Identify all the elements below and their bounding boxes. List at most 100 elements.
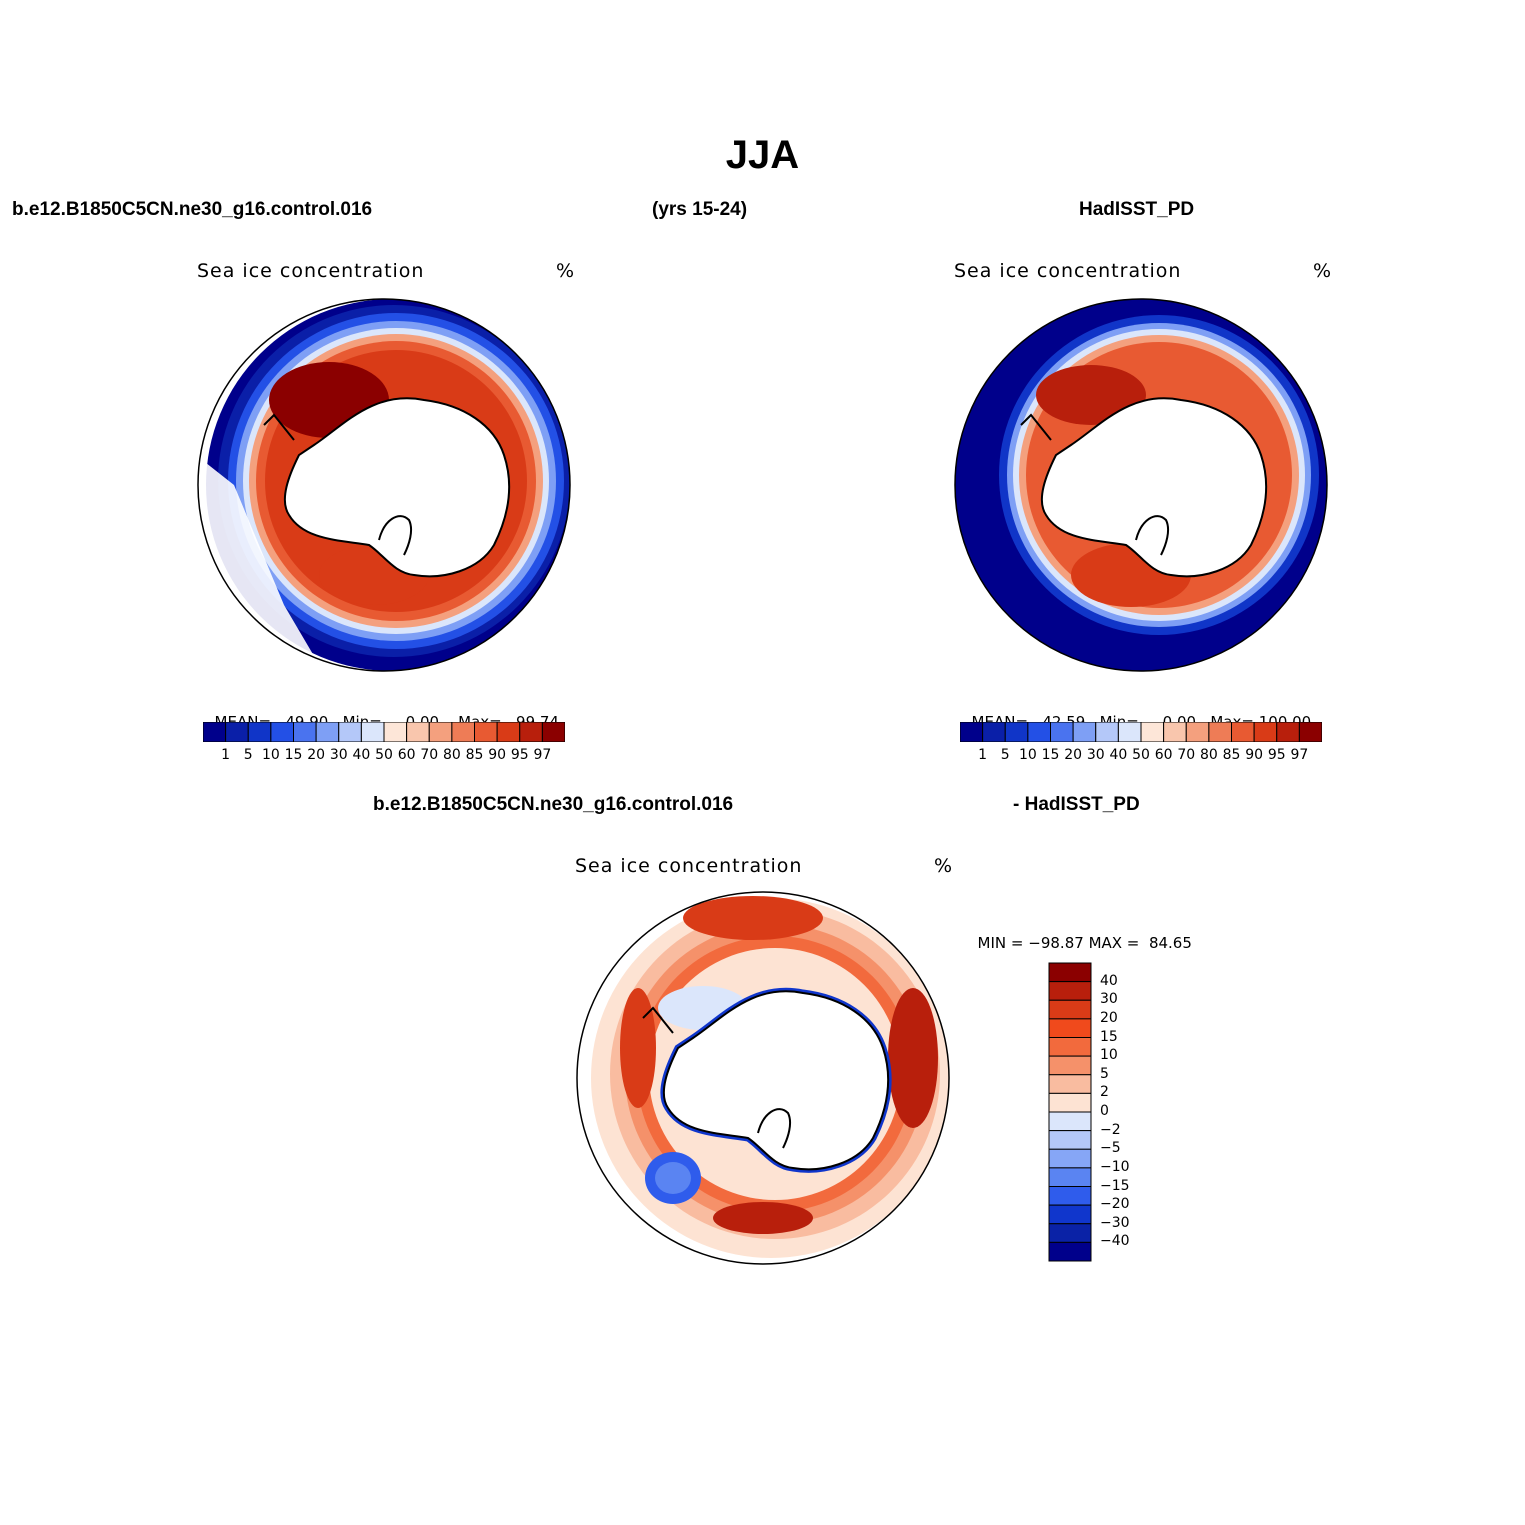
antarctica-outline bbox=[662, 990, 890, 1171]
panel3-max: 84.65 bbox=[1148, 934, 1192, 952]
years-header: (yrs 15-24) bbox=[652, 199, 748, 220]
panel1-polar-map bbox=[197, 298, 571, 672]
panel3-stats: MIN = −98.87 MAX = 84.65 bbox=[968, 916, 1192, 952]
colorbar-swatch bbox=[1048, 1092, 1092, 1113]
colorbar-tick-label: 60 bbox=[397, 747, 416, 763]
colorbar-tick-label: −2 bbox=[1100, 1121, 1121, 1138]
colorbar-swatch bbox=[1048, 1074, 1092, 1094]
colorbar-tick-label: 20 bbox=[1100, 1009, 1118, 1026]
case-name-header: b.e12.B1850C5CN.ne30_g16.control.016 bbox=[12, 199, 373, 220]
colorbar-tick-label: 95 bbox=[510, 747, 529, 763]
colorbar-swatch bbox=[203, 722, 227, 742]
colorbar-swatch bbox=[1004, 722, 1029, 742]
panel3-min-label: MIN = bbox=[977, 934, 1024, 952]
colorbar-tick-label: 15 bbox=[1100, 1028, 1118, 1045]
colorbar-swatch bbox=[406, 722, 430, 742]
colorbar-tick-label: −30 bbox=[1100, 1214, 1130, 1231]
colorbar-tick-label: 5 bbox=[1100, 1065, 1109, 1082]
panel3-max-label: MAX = bbox=[1088, 934, 1140, 952]
colorbar-tick-label: 80 bbox=[442, 747, 461, 763]
panel2-units: % bbox=[1313, 260, 1333, 282]
colorbar-swatch bbox=[270, 722, 294, 742]
colorbar-tick-label: 70 bbox=[420, 747, 439, 763]
colorbar-swatch bbox=[225, 722, 249, 742]
colorbar-tick-label: −10 bbox=[1100, 1158, 1130, 1175]
colorbar-tick-label: 1 bbox=[221, 747, 231, 763]
colorbar-tick-label: 95 bbox=[1267, 747, 1286, 763]
colorbar-swatch bbox=[1095, 722, 1119, 742]
colorbar-swatch bbox=[1253, 722, 1278, 742]
diff-case-header: b.e12.B1850C5CN.ne30_g16.control.016 bbox=[373, 794, 734, 815]
colorbar-swatch bbox=[1048, 1111, 1092, 1132]
panel2-colorbar bbox=[960, 722, 1322, 742]
colorbar-swatch bbox=[1048, 981, 1092, 1001]
antarctica-outline bbox=[283, 397, 511, 578]
diff-obs-header: - HadISST_PD bbox=[1013, 794, 1140, 815]
colorbar-tick-label: 85 bbox=[465, 747, 484, 763]
colorbar-swatch bbox=[1072, 722, 1097, 742]
panel3-units: % bbox=[934, 855, 954, 877]
colorbar-tick-label: 1 bbox=[978, 747, 988, 763]
colorbar-swatch bbox=[1185, 722, 1210, 742]
colorbar-tick-label: −15 bbox=[1100, 1177, 1130, 1194]
colorbar-swatch bbox=[428, 722, 453, 742]
colorbar-swatch bbox=[1231, 722, 1255, 742]
colorbar-tick-label: 15 bbox=[284, 747, 303, 763]
colorbar-swatch bbox=[1048, 1148, 1092, 1169]
colorbar-swatch bbox=[1048, 1167, 1092, 1187]
colorbar-swatch bbox=[247, 722, 272, 742]
colorbar-swatch bbox=[1208, 722, 1232, 742]
panel1-variable: Sea ice concentration bbox=[197, 260, 425, 282]
colorbar-tick-label: 60 bbox=[1154, 747, 1173, 763]
colorbar-tick-label: 30 bbox=[1086, 747, 1105, 763]
colorbar-tick-label: 20 bbox=[307, 747, 326, 763]
colorbar-swatch bbox=[1048, 1204, 1092, 1225]
colorbar-swatch bbox=[1050, 722, 1074, 742]
antarctica-outline bbox=[1040, 397, 1268, 578]
colorbar-tick-label: 40 bbox=[352, 747, 371, 763]
colorbar-tick-label: 5 bbox=[1000, 747, 1010, 763]
panel1-colorbar-labels: 1 5 10 15 20 30 40 50 60 70 80 85 90 95 97 bbox=[203, 747, 565, 767]
colorbar-swatch bbox=[1048, 1018, 1092, 1038]
colorbar-tick-label: 70 bbox=[1177, 747, 1196, 763]
panel2-variable: Sea ice concentration bbox=[954, 260, 1182, 282]
colorbar-tick-label: 90 bbox=[488, 747, 507, 763]
colorbar-tick-label: 97 bbox=[1290, 747, 1309, 763]
colorbar-tick-label: 10 bbox=[261, 747, 280, 763]
panel2-colorbar-labels: 1 5 10 15 20 30 40 50 60 70 80 85 90 95 97 bbox=[960, 747, 1322, 767]
colorbar-tick-label: 10 bbox=[1018, 747, 1037, 763]
colorbar-swatch bbox=[982, 722, 1006, 742]
colorbar-tick-label: 30 bbox=[329, 747, 348, 763]
colorbar-swatch bbox=[1048, 962, 1092, 983]
colorbar-swatch bbox=[496, 722, 521, 742]
panel3-min: −98.87 bbox=[1028, 934, 1084, 952]
colorbar-tick-label: 5 bbox=[243, 747, 253, 763]
colorbar-tick-label: 40 bbox=[1100, 972, 1118, 989]
colorbar-swatch bbox=[293, 722, 317, 742]
colorbar-swatch bbox=[1117, 722, 1142, 742]
panel3-colorbar-labels: 40 30 20 15 10 5 2 0 −2 −5 −10 −15 −20 −30 −40 bbox=[1096, 962, 1156, 1262]
colorbar-swatch bbox=[1048, 1223, 1092, 1243]
colorbar-swatch bbox=[338, 722, 362, 742]
colorbar-swatch bbox=[451, 722, 475, 742]
colorbar-swatch bbox=[1048, 1130, 1092, 1150]
panel3-polar-map bbox=[576, 891, 950, 1265]
colorbar-swatch bbox=[360, 722, 385, 742]
colorbar-tick-label: 50 bbox=[1132, 747, 1150, 763]
colorbar-tick-label: 90 bbox=[1245, 747, 1264, 763]
colorbar-tick-label: −20 bbox=[1100, 1196, 1130, 1213]
colorbar-swatch bbox=[474, 722, 498, 742]
colorbar-swatch bbox=[1140, 722, 1165, 742]
colorbar-swatch bbox=[1048, 1037, 1092, 1057]
colorbar-swatch bbox=[315, 722, 340, 742]
panel3-variable: Sea ice concentration bbox=[575, 855, 803, 877]
colorbar-swatch bbox=[1048, 1186, 1092, 1206]
colorbar-tick-label: 85 bbox=[1222, 747, 1241, 763]
colorbar-tick-label: 0 bbox=[1100, 1103, 1109, 1119]
colorbar-swatch bbox=[519, 722, 543, 742]
colorbar-tick-label: 30 bbox=[1100, 991, 1118, 1008]
panel1-units: % bbox=[556, 260, 576, 282]
colorbar-tick-label: 2 bbox=[1100, 1084, 1109, 1101]
panel1-colorbar bbox=[203, 722, 565, 742]
colorbar-tick-label: 40 bbox=[1109, 747, 1128, 763]
